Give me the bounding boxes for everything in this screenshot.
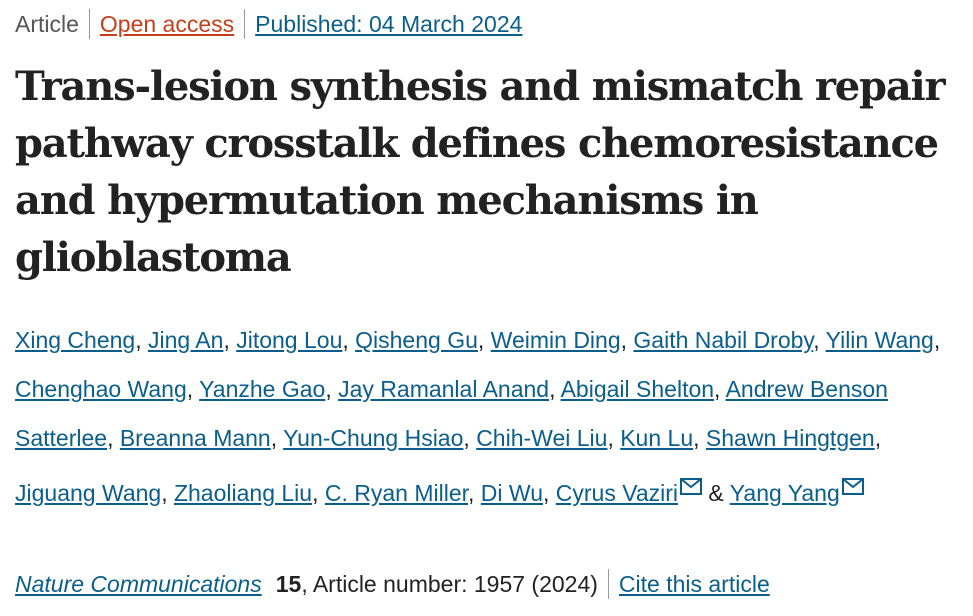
author-link[interactable]: Cyrus Vaziri — [555, 480, 679, 506]
author-link[interactable]: Jing An — [147, 327, 224, 353]
author-link[interactable]: Chenghao Wang — [15, 376, 187, 402]
author-separator: , — [270, 425, 284, 451]
author-list: Xing Cheng, Jing An, Jitong Lou, Qisheng… — [15, 316, 960, 518]
author-separator: , — [549, 376, 561, 402]
author-link[interactable]: Yang Yang — [729, 480, 840, 506]
envelope-icon[interactable] — [841, 463, 864, 512]
author-separator: , — [223, 327, 237, 353]
author-separator: , — [933, 327, 947, 353]
author-link[interactable]: C. Ryan Miller — [324, 480, 469, 506]
author-link[interactable]: Abigail Shelton — [560, 376, 715, 402]
author-separator: , — [161, 480, 174, 506]
author-separator: , — [342, 327, 356, 353]
author-separator: , — [543, 480, 556, 506]
author-separator: , — [135, 327, 148, 353]
author-separator: , — [468, 480, 481, 506]
author-separator: , — [463, 425, 477, 451]
author-joiner: & — [702, 480, 730, 506]
author-separator: , — [714, 376, 726, 402]
meta-divider — [607, 569, 609, 599]
author-separator: , — [312, 480, 325, 506]
author-link[interactable]: Di Wu — [480, 480, 543, 506]
article-type: Article — [15, 11, 79, 37]
author-link[interactable]: Yilin Wang — [825, 327, 934, 353]
author-separator: , — [813, 327, 826, 353]
author-separator: , — [186, 376, 200, 402]
article-header: Article Open access Published: 04 March … — [15, 6, 960, 518]
meta-divider — [88, 9, 90, 39]
author-separator: , — [107, 425, 120, 451]
author-separator: , — [607, 425, 621, 451]
journal-link[interactable]: Nature Communications — [15, 571, 262, 597]
author-link[interactable]: Qisheng Gu — [355, 327, 478, 353]
journal-volume: 15 — [275, 571, 302, 597]
article-number: , Article number: 1957 (2024) — [301, 571, 598, 597]
author-link[interactable]: Shawn Hingtgen — [705, 425, 875, 451]
author-link[interactable]: Yun-Chung Hsiao — [283, 425, 464, 451]
author-link[interactable]: Jiguang Wang — [15, 480, 162, 506]
citation-line: Nature Communications 15 , Article numbe… — [15, 566, 770, 602]
author-link[interactable]: Andrew Benson Satterlee — [15, 376, 888, 451]
author-link[interactable]: Zhaoliang Liu — [173, 480, 313, 506]
author-link[interactable]: Breanna Mann — [119, 425, 271, 451]
meta-divider — [244, 9, 246, 39]
author-link[interactable]: Jitong Lou — [236, 327, 343, 353]
author-link[interactable]: Weimin Ding — [490, 327, 621, 353]
published-label: Published: — [255, 11, 369, 37]
envelope-icon[interactable] — [680, 463, 703, 512]
cite-this-article-link[interactable]: Cite this article — [618, 571, 770, 597]
author-link[interactable]: Kun Lu — [620, 425, 694, 451]
published-date: 04 March 2024 — [368, 11, 523, 37]
author-link[interactable]: Jay Ramanlal Anand — [338, 376, 550, 402]
article-title: Trans-lesion synthesis and mismatch repa… — [15, 63, 946, 281]
author-link[interactable]: Xing Cheng — [15, 327, 136, 353]
author-separator: , — [325, 376, 339, 402]
open-access-link[interactable]: Open access — [99, 11, 235, 37]
article-meta: Article Open access Published: 04 March … — [15, 6, 960, 42]
author-separator: , — [620, 327, 634, 353]
author-link[interactable]: Gaith Nabil Droby — [633, 327, 814, 353]
author-link[interactable]: Yanzhe Gao — [199, 376, 326, 402]
author-separator: , — [477, 327, 491, 353]
author-link[interactable]: Chih-Wei Liu — [476, 425, 608, 451]
published-link[interactable]: Published: 04 March 2024 — [255, 6, 522, 42]
author-separator: , — [874, 425, 888, 451]
author-separator: , — [693, 425, 706, 451]
